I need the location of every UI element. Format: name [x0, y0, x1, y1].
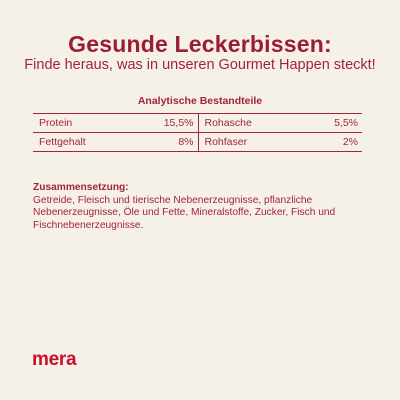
protein-label: Protein — [33, 113, 152, 133]
composition-text: Getreide, Fleisch und tierische Nebenerz… — [33, 194, 336, 231]
table-row: Fettgehalt 8% Rohfaser 2% — [33, 132, 362, 152]
fiber-value: 2% — [317, 132, 362, 152]
page-subtitle: Finde heraus, was in unseren Gourmet Hap… — [24, 57, 376, 73]
protein-value: 15,5% — [152, 113, 199, 133]
fat-label: Fettgehalt — [33, 132, 152, 152]
composition-section: Zusammensetzung: Getreide, Fleisch und t… — [33, 182, 373, 232]
ash-label: Rohasche — [198, 113, 317, 133]
fiber-label: Rohfaser — [198, 132, 317, 152]
fat-value: 8% — [152, 132, 199, 152]
analysis-heading: Analytische Bestandteile — [137, 95, 263, 107]
composition-title: Zusammensetzung: — [33, 182, 129, 193]
mera-logo: mera — [32, 349, 77, 370]
page-title: Gesunde Leckerbissen: — [68, 31, 332, 57]
ash-value: 5,5% — [317, 113, 362, 133]
analysis-table: Protein 15,5% Rohasche 5,5% Fettgehalt 8… — [33, 113, 362, 152]
table-row: Protein 15,5% Rohasche 5,5% — [33, 113, 362, 133]
